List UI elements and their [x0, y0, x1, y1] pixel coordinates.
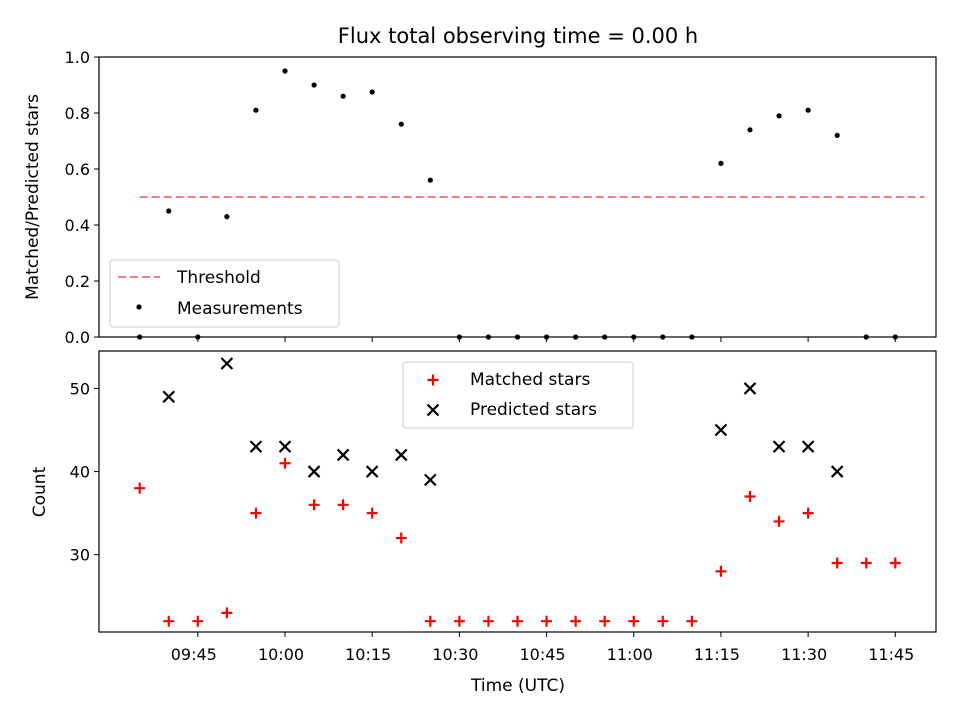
- predicted-stars-point: [424, 473, 437, 487]
- matched-stars-point: [453, 615, 465, 627]
- predicted-stars-point: [394, 448, 408, 462]
- x-tick-label: 11:15: [694, 645, 740, 664]
- chart-title: Flux total observing time = 0.00 h: [338, 24, 698, 48]
- matched-stars-point: [395, 532, 407, 544]
- predicted-stars-point: [772, 440, 786, 453]
- matched-stars-point: [279, 457, 291, 469]
- matched-stars-point: [599, 615, 611, 627]
- matched-stars-point: [715, 565, 727, 577]
- predicted-stars-point: [743, 382, 757, 395]
- legend-matched-swatch: [427, 374, 439, 386]
- measurement-point: [253, 107, 259, 113]
- predicted-stars-point: [801, 440, 815, 453]
- measurement-point: [369, 89, 375, 95]
- top-plot-frame: [98, 56, 937, 338]
- measurement-point: [834, 132, 840, 138]
- top-legend: Threshold Measurements: [109, 259, 340, 328]
- matched-stars-point: [744, 490, 756, 502]
- predicted-stars-point: [278, 440, 292, 453]
- top-y-tick-label: 1.0: [65, 48, 90, 67]
- top-y-tick-label: 0.8: [65, 104, 90, 123]
- bottom-y-tick-label: 50: [70, 379, 90, 398]
- legend-predicted-swatch: [426, 403, 440, 417]
- x-axis-label: Time (UTC): [470, 676, 565, 696]
- predicted-stars-point: [830, 465, 844, 478]
- x-tick-label: 10:45: [520, 645, 566, 664]
- bottom-legend-box: [402, 361, 634, 429]
- measurement-point: [747, 127, 753, 133]
- x-tick-label: 10:30: [432, 645, 478, 664]
- predicted-stars-point: [714, 423, 728, 437]
- matched-stars-point: [657, 615, 669, 627]
- predicted-stars-point: [220, 357, 234, 370]
- x-tick-label: 10:15: [345, 645, 391, 664]
- predicted-stars-point: [249, 440, 263, 453]
- legend-measurements-swatch: [136, 304, 142, 310]
- top-y-tick-label: 0.6: [65, 160, 90, 179]
- x-tick-label: 11:30: [781, 645, 827, 664]
- matched-stars-point: [570, 615, 582, 627]
- matched-stars-point: [337, 499, 349, 511]
- measurement-point: [427, 177, 433, 183]
- top-y-tick-label: 0.0: [65, 328, 90, 347]
- bottom-y-axis-label: Count: [30, 466, 50, 517]
- legend-matched-label: Matched stars: [470, 370, 590, 390]
- matched-stars-point: [424, 615, 436, 627]
- bottom-plot: 30 40 50 09:45 10:00 10:15 10:30 10:45 11:00 11:1…: [70, 350, 937, 664]
- predicted-stars-point: [162, 390, 176, 404]
- matched-stars-point: [512, 615, 523, 627]
- legend-measurements-label: Measurements: [177, 299, 303, 319]
- matched-stars-point: [831, 557, 843, 569]
- measurement-point: [311, 82, 317, 88]
- matched-stars-point: [250, 507, 262, 519]
- legend-matched-marker: [427, 374, 439, 386]
- matched-stars-point: [860, 557, 872, 569]
- top-legend-box: [109, 259, 340, 328]
- x-tick-label: 11:00: [607, 645, 653, 664]
- measurement-point: [224, 214, 230, 220]
- measurement-point: [718, 160, 724, 166]
- measurement-point: [805, 107, 811, 113]
- legend-threshold-label: Threshold: [176, 268, 261, 288]
- measurement-point: [166, 208, 172, 214]
- bottom-legend: Matched stars Predicted stars: [402, 361, 634, 429]
- x-tick-label: 09:45: [171, 645, 217, 664]
- matched-stars-point: [308, 499, 320, 511]
- matched-stars-point: [134, 482, 146, 494]
- matched-stars-point: [221, 607, 233, 619]
- x-tick-label: 11:45: [868, 645, 914, 664]
- top-y-axis-label: Matched/Predicted stars: [23, 94, 43, 300]
- matched-stars-point: [773, 515, 785, 527]
- matched-stars-point: [366, 507, 378, 519]
- top-y-tick-label: 0.2: [65, 272, 90, 291]
- measurement-point: [398, 121, 404, 127]
- matched-stars-point: [482, 615, 494, 627]
- matched-stars-point: [889, 557, 901, 569]
- top-plot: 0.0 0.2 0.4 0.6 0.8 1.0: [65, 48, 937, 347]
- predicted-stars-point: [365, 465, 379, 478]
- matched-stars-point: [163, 615, 175, 627]
- predicted-stars-point: [307, 465, 321, 478]
- top-y-tick-label: 0.4: [65, 216, 90, 235]
- bottom-y-tick-label: 30: [70, 546, 90, 565]
- matched-stars-point: [541, 615, 553, 627]
- predicted-stars-point: [336, 448, 350, 462]
- matched-stars-point: [802, 507, 814, 519]
- bottom-plot-frame: [98, 350, 937, 633]
- matched-stars-point: [686, 615, 698, 627]
- measurement-point: [282, 68, 288, 74]
- bottom-y-tick-label: 40: [70, 463, 90, 482]
- measurement-point: [340, 93, 346, 99]
- matched-stars-point: [628, 615, 640, 627]
- measurement-point: [776, 113, 782, 119]
- legend-predicted-label: Predicted stars: [470, 400, 597, 420]
- matched-stars-point: [192, 615, 204, 627]
- legend-predicted-marker: [426, 403, 440, 417]
- x-tick-label: 10:00: [258, 645, 304, 664]
